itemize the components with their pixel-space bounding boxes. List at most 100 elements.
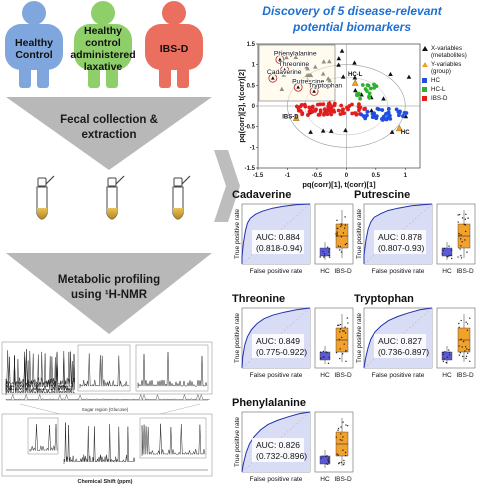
jitter-point: [458, 326, 460, 329]
legend-marker: [422, 96, 427, 101]
jitter-point: [457, 221, 459, 223]
group-label: Healthy Control: [15, 37, 53, 61]
jitter-point: [457, 256, 459, 258]
jitter-point: [340, 225, 342, 228]
hc-point: [363, 114, 368, 119]
ibsd-point: [326, 106, 331, 111]
hc-point: [380, 108, 385, 112]
ibsd-point: [303, 104, 308, 109]
biomarker-marker: [278, 57, 282, 61]
jitter-point: [466, 323, 469, 325]
ibsd-point: [318, 110, 323, 115]
jitter-point: [323, 356, 325, 358]
jitter-point: [443, 247, 445, 250]
x-variable-marker: [403, 114, 409, 119]
ibsd-point: [329, 105, 334, 109]
jitter-point: [344, 332, 347, 334]
biomarker-ring: [293, 82, 303, 92]
roc-panel: Phenylalanine AUC: 0.826(0.732-0.896) True…: [232, 397, 354, 483]
text-line: (group): [431, 68, 451, 75]
jitter-point: [465, 357, 467, 360]
roc-curve: [241, 307, 311, 369]
jitter-point: [450, 249, 453, 251]
hc-point: [365, 109, 370, 114]
hc-point: [386, 106, 391, 111]
jitter-point: [464, 218, 467, 220]
x-tick-label: 1: [404, 173, 408, 179]
tube-cap: [107, 177, 117, 187]
jitter-point: [342, 353, 344, 355]
jitter-point: [460, 245, 462, 247]
jitter-point: [339, 323, 342, 326]
ibsd-point: [339, 103, 344, 108]
person-head-icon: [162, 1, 186, 25]
jitter-point: [465, 355, 468, 358]
box-label-hc: HC: [320, 372, 330, 379]
ibsd-point: [347, 104, 352, 108]
jitter-point: [342, 421, 344, 423]
jitter-point: [442, 249, 444, 252]
jitter-point: [319, 256, 321, 258]
jitter-point: [460, 234, 462, 236]
person-leg-icon: [159, 60, 171, 88]
jitter-point: [336, 231, 338, 233]
jitter-point: [336, 233, 338, 235]
x-variable-marker: [406, 74, 412, 79]
jitter-point: [338, 324, 340, 327]
legend-label: X-variables (metabolites): [431, 45, 467, 59]
jitter-point: [466, 352, 469, 354]
jitter-point: [335, 436, 337, 438]
jitter-point: [323, 252, 326, 255]
text-line: administered: [70, 49, 135, 61]
jitter-point: [327, 459, 329, 461]
jitter-point: [465, 213, 467, 216]
jitter-point: [442, 360, 445, 363]
text-line: Healthy: [84, 25, 122, 37]
hc-point: [397, 111, 402, 115]
jitter-point: [464, 224, 467, 226]
x-variable-marker: [320, 128, 326, 133]
jitter-point: [343, 462, 345, 464]
jitter-point: [466, 251, 468, 253]
jitter-point: [343, 227, 346, 229]
biomarker-name: Cadaverine: [232, 189, 291, 201]
jitter-point: [463, 223, 465, 226]
jitter-point: [341, 439, 343, 441]
biomarker-name: Putrescine: [354, 189, 410, 201]
biomarker-ring: [280, 65, 290, 75]
scatter-xlabel: pq(corr)[1], t(corr)[1]: [302, 180, 376, 189]
tube-cap: [37, 177, 47, 187]
ibsd-point: [362, 107, 367, 112]
jitter-point: [328, 356, 330, 359]
box-hc: [319, 351, 331, 361]
jitter-point: [322, 455, 324, 457]
ibsd-point: [328, 110, 333, 115]
ibsd-point: [332, 101, 337, 106]
ibsd-point: [307, 105, 312, 110]
x-tick-label: -0.5: [312, 173, 323, 179]
text-line: control: [85, 37, 121, 49]
x-variable-marker: [343, 127, 348, 133]
jitter-point: [458, 322, 460, 325]
legend-label: HC-L: [431, 86, 446, 93]
auc-ci: (0.818-0.94): [256, 243, 302, 253]
jitter-point: [460, 257, 463, 259]
text-line: Healthy: [15, 37, 53, 49]
y-variable-marker: [351, 79, 359, 86]
box-label-ibsd: IBS-D: [456, 268, 474, 275]
step-collection-label: Fecal collection & extraction: [60, 114, 158, 141]
auc-ci: (0.775-0.922): [256, 347, 307, 357]
auc-backdrop: [252, 438, 304, 462]
roc-xlabel: False positive rate: [372, 372, 425, 379]
hcl-point: [365, 89, 369, 93]
box-label-hc: HC: [320, 476, 330, 483]
group-label-text: HC: [401, 130, 410, 136]
jitter-point: [469, 317, 471, 319]
nmr-trace: [5, 393, 210, 401]
text-line: Control: [15, 49, 52, 61]
ibsd-point: [310, 105, 315, 110]
jitter-point: [460, 255, 462, 257]
jitter-point: [339, 249, 341, 251]
ibsd-point: [306, 113, 310, 117]
x-tick-label: -1.5: [253, 173, 264, 179]
